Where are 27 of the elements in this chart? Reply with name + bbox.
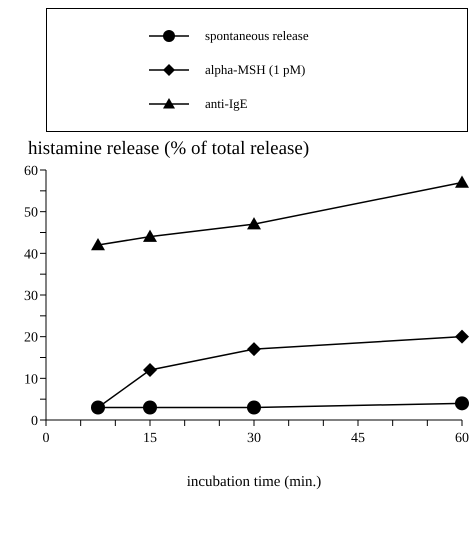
point — [455, 176, 469, 188]
point — [247, 217, 261, 230]
legend-label: alpha-MSH (1 pM) — [205, 62, 306, 78]
y-tick-label: 40 — [24, 247, 38, 262]
y-tick-label: 0 — [31, 414, 38, 429]
point — [91, 238, 105, 250]
y-tick-label: 50 — [24, 206, 38, 221]
point — [247, 400, 261, 414]
x-tick-label: 0 — [42, 431, 50, 446]
legend-label: spontaneous release — [205, 28, 309, 44]
point — [455, 330, 469, 344]
legend-label: anti-IgE — [205, 96, 248, 112]
y-tick-label: 60 — [24, 164, 38, 179]
point — [247, 342, 261, 356]
point — [143, 400, 157, 414]
x-tick-label: 45 — [351, 431, 365, 446]
point — [455, 396, 469, 410]
y-axis-title: histamine release (% of total release) — [28, 138, 310, 160]
x-tick-label: 60 — [455, 431, 469, 446]
y-tick-label: 20 — [24, 330, 38, 346]
x-tick-label: 30 — [247, 431, 261, 446]
x-tick-label: 15 — [143, 431, 157, 446]
x-axis-title: incubation time (min.) — [186, 474, 322, 490]
y-tick-label: 10 — [24, 372, 38, 388]
point — [143, 363, 157, 377]
point — [143, 230, 157, 242]
y-tick-label: 30 — [24, 289, 38, 304]
